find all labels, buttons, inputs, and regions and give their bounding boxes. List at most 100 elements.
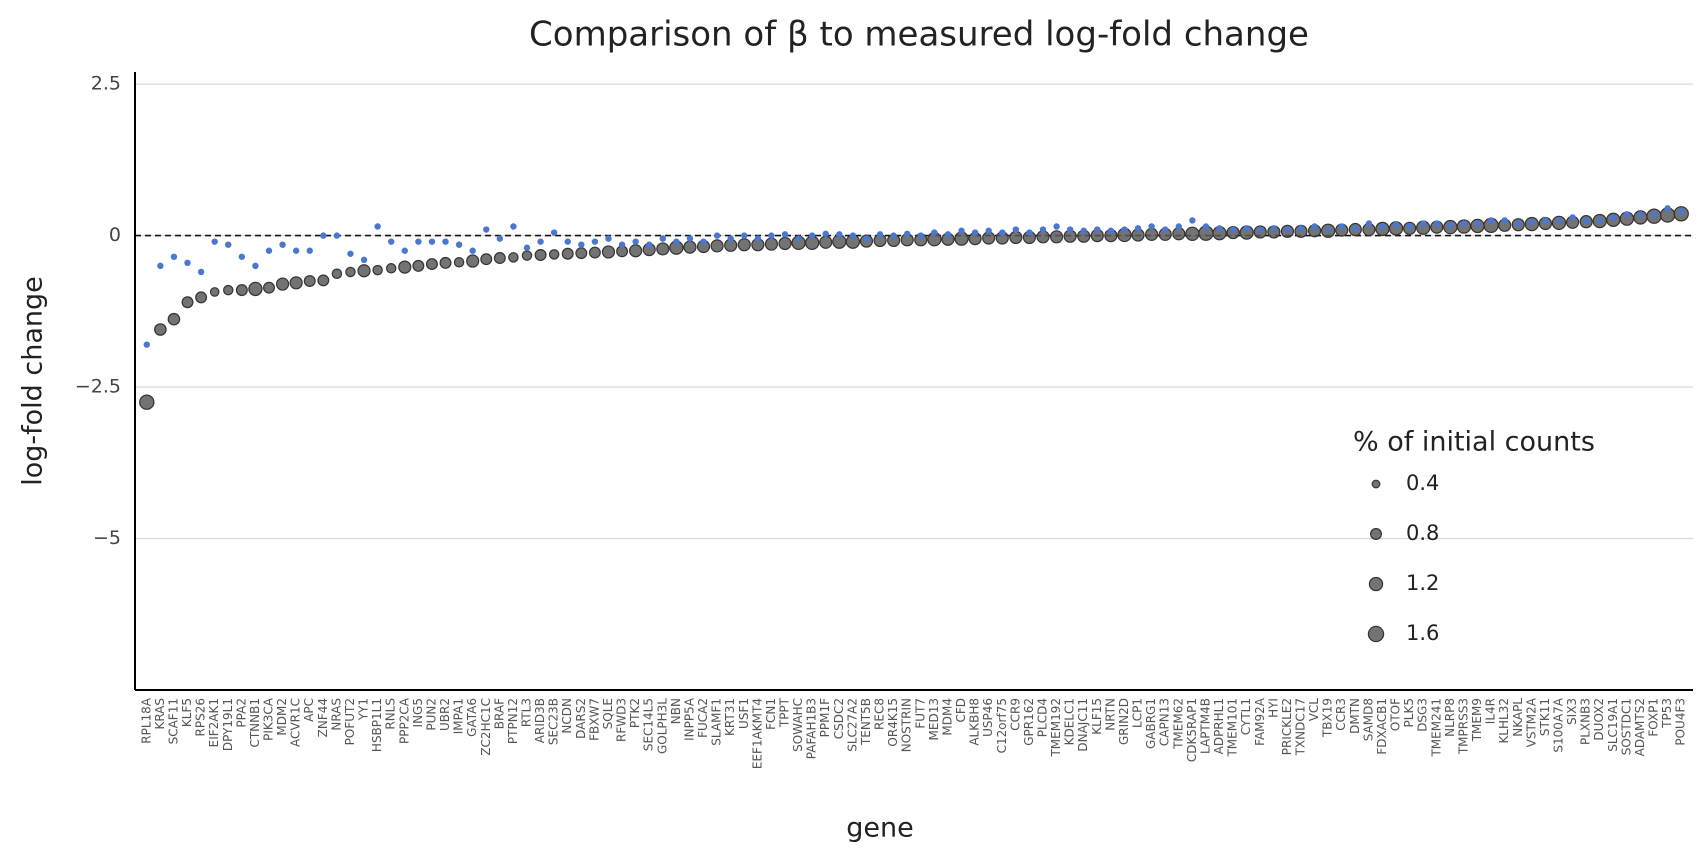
beta-point xyxy=(659,235,666,242)
beta-point xyxy=(618,241,626,248)
x-tick-label: TP53 xyxy=(1660,698,1674,729)
measured-point xyxy=(425,258,438,271)
beta-point xyxy=(469,247,476,254)
beta-point xyxy=(890,232,897,239)
beta-point xyxy=(1243,225,1250,232)
x-tick-label: TXNDC17 xyxy=(1294,698,1308,756)
x-tick-label: PRICKLE2 xyxy=(1280,698,1294,755)
beta-point xyxy=(836,231,843,238)
beta-point xyxy=(170,253,178,260)
beta-point xyxy=(428,238,436,245)
x-tick-label: PLXNB3 xyxy=(1579,698,1593,745)
beta-point xyxy=(632,238,639,245)
x-tick-label: PIK3CA xyxy=(262,697,276,741)
x-axis-label: gene xyxy=(846,813,913,844)
beta-point xyxy=(1080,227,1087,234)
beta-point xyxy=(985,227,992,234)
x-tick-label: SCAF11 xyxy=(166,698,180,744)
beta-point xyxy=(605,235,612,242)
beta-point xyxy=(1678,208,1685,215)
x-tick-label: NOSTRIN xyxy=(900,698,914,752)
beta-point xyxy=(904,230,911,237)
beta-point xyxy=(1229,226,1237,233)
beta-point xyxy=(1637,211,1644,218)
beta-point xyxy=(1487,217,1495,224)
x-tick-label: ZC2HC1C xyxy=(479,698,493,756)
x-tick-label: TMEM192 xyxy=(1049,698,1063,758)
x-tick-label: BRAF xyxy=(492,698,506,729)
x-tick-label: SQLE xyxy=(601,698,615,729)
beta-point xyxy=(686,235,694,242)
beta-point xyxy=(1175,223,1182,230)
x-tick-label: NKAPL xyxy=(1511,698,1525,737)
beta-point xyxy=(849,232,857,239)
x-tick-label: TENT5B xyxy=(859,698,873,746)
beta-point xyxy=(700,238,707,245)
x-tick-label: FBXW7 xyxy=(587,698,601,741)
beta-point xyxy=(931,229,938,236)
x-tick-label: CFD xyxy=(954,698,968,723)
x-tick-label: FOXP1 xyxy=(1647,698,1661,737)
beta-point xyxy=(1623,211,1631,218)
measured-point xyxy=(656,242,670,256)
beta-point xyxy=(958,227,965,234)
legend-marker xyxy=(1367,625,1385,643)
beta-point xyxy=(795,235,802,242)
x-tick-label: DPY19L1 xyxy=(221,698,235,751)
x-tick-label: FUCA2 xyxy=(696,698,710,738)
measured-point xyxy=(521,250,533,261)
measured-point xyxy=(263,281,275,294)
x-tick-label: KLHL32 xyxy=(1497,698,1511,744)
beta-point xyxy=(863,235,870,242)
measured-point xyxy=(534,249,547,261)
beta-point xyxy=(1420,220,1427,227)
beta-point xyxy=(320,232,327,239)
x-tick-label: STK11 xyxy=(1538,698,1552,736)
x-tick-label: PLCD4 xyxy=(1036,698,1050,737)
beta-point xyxy=(1094,226,1101,233)
measured-point xyxy=(167,312,181,326)
beta-point xyxy=(781,231,789,238)
legend-label: 1.2 xyxy=(1406,571,1439,595)
beta-point xyxy=(347,250,354,257)
x-tick-label: KRT31 xyxy=(723,698,737,736)
x-tick-label: DUOX2 xyxy=(1592,698,1606,741)
measured-point xyxy=(209,287,220,297)
measured-point xyxy=(453,256,465,268)
beta-point xyxy=(1134,225,1142,232)
y-tick-label: −2.5 xyxy=(75,376,121,398)
beta-point xyxy=(1610,214,1617,221)
beta-point xyxy=(727,235,734,242)
measured-point xyxy=(412,259,425,272)
x-tick-label: DARS2 xyxy=(574,698,588,739)
beta-point xyxy=(1039,226,1047,233)
beta-point xyxy=(496,235,504,242)
x-tick-label: KRAS xyxy=(153,698,167,730)
x-tick-label: FAM92A xyxy=(1253,697,1267,746)
measured-point xyxy=(275,277,290,291)
x-tick-label: PPM1F xyxy=(818,698,832,737)
x-tick-label: ZNF44 xyxy=(316,698,330,737)
x-tick-label: LAPTM4B xyxy=(1198,698,1212,754)
beta-point xyxy=(1650,211,1658,218)
x-tick-label: GATA6 xyxy=(465,698,479,737)
x-tick-label: IL4R xyxy=(1484,698,1498,724)
beta-point xyxy=(1202,223,1210,230)
measured-point xyxy=(466,254,480,268)
legend-label: 0.8 xyxy=(1406,521,1439,545)
x-tick-label: TBX19 xyxy=(1321,698,1335,738)
beta-point xyxy=(754,235,762,242)
x-tick-label: USF1 xyxy=(737,698,751,729)
x-tick-label: MDM4 xyxy=(940,698,954,736)
x-tick-label: HSBP1L1 xyxy=(370,698,384,752)
measured-point xyxy=(331,268,343,280)
beta-point xyxy=(876,231,884,238)
y-tick-label: 0 xyxy=(109,224,121,246)
x-tick-label: APC xyxy=(302,698,316,722)
measured-point xyxy=(398,260,412,274)
measured-point xyxy=(317,274,330,287)
measured-point xyxy=(195,291,208,304)
beta-point xyxy=(197,268,205,276)
x-tick-label: TPPT xyxy=(778,697,792,728)
